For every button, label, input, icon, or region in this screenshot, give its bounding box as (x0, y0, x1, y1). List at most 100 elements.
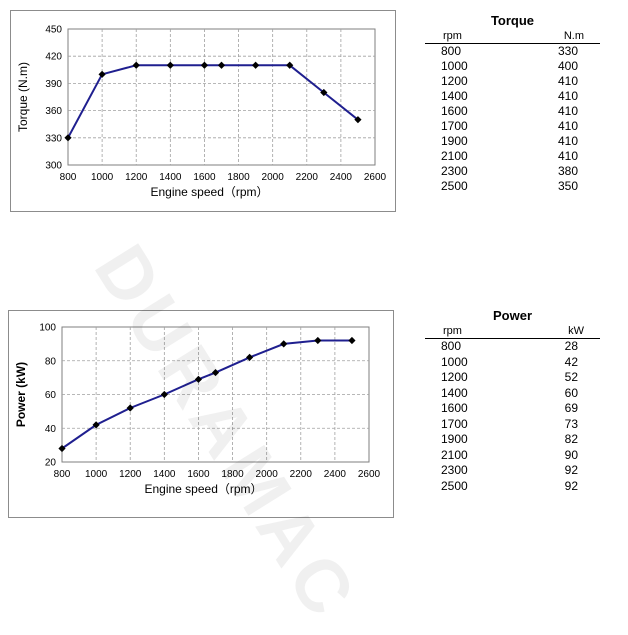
power-y-tick-label: 20 (45, 458, 57, 469)
power-x-tick-label: 800 (54, 469, 71, 480)
torque-table-row: 2100 410 (425, 149, 600, 164)
torque-y-tick-label: 330 (45, 133, 62, 144)
torque-rpm-cell: 1400 (441, 89, 468, 103)
torque-rpm-cell: 1900 (441, 134, 468, 148)
power-data-point (58, 444, 66, 453)
torque-x-tick-label: 2200 (296, 172, 319, 183)
power-x-tick-label: 2600 (358, 469, 381, 480)
power-table-row: 1000 42 (425, 355, 600, 371)
power-x-tick-label: 1800 (221, 469, 244, 480)
power-table: Power rpm kW 800 28 1000 42 1200 52 1400 60 1600… (425, 307, 600, 494)
power-y-tick-label: 80 (45, 356, 57, 367)
power-data-point (126, 404, 134, 412)
torque-value-cell: 410 (557, 104, 578, 118)
power-data-point (314, 336, 322, 345)
power-table-header: rpm kW (425, 325, 600, 339)
power-value-cell: 73 (564, 416, 578, 431)
torque-value-cell: 410 (557, 134, 578, 148)
torque-table-body: 800 330 1000 400 1200 410 1400 410 1600 410 1700 41… (425, 44, 600, 194)
power-x-tick-label: 1600 (187, 469, 210, 480)
torque-table-header: rpm N.m (425, 30, 600, 44)
power-value-cell: 52 (564, 370, 578, 384)
power-rpm-cell: 1400 (441, 385, 468, 400)
power-rpm-cell: 800 (441, 339, 462, 353)
torque-table-row: 2300 380 (425, 164, 600, 179)
torque-x-tick-label: 1600 (193, 172, 216, 183)
power-x-tick-label: 2200 (290, 469, 313, 480)
torque-table-row: 800 330 (425, 44, 600, 59)
torque-y-tick-label: 390 (45, 79, 62, 90)
power-table-row: 1200 52 (425, 370, 600, 386)
power-x-tick-label: 1000 (85, 469, 108, 480)
torque-rpm-cell: 1000 (441, 59, 468, 73)
torque-value-cell: 330 (557, 44, 578, 58)
power-x-tick-label: 2400 (324, 469, 347, 480)
torque-rpm-cell: 2100 (441, 149, 468, 163)
torque-rpm-cell: 1200 (441, 74, 468, 88)
power-rpm-cell: 2300 (441, 463, 468, 477)
torque-rpm-cell: 1700 (441, 119, 468, 133)
torque-value-cell: 400 (557, 59, 578, 73)
torque-data-point (200, 61, 209, 69)
power-col-rpm: rpm (443, 325, 462, 337)
power-value-cell: 69 (564, 401, 578, 415)
torque-x-axis-title: Engine speed（rpm） (150, 185, 268, 199)
power-table-row: 800 28 (425, 339, 600, 355)
torque-rpm-cell: 2500 (441, 179, 468, 193)
torque-x-tick-label: 1000 (91, 172, 114, 183)
torque-chart: 800 1000 1200 1400 1600 1800 2000 2200 2400 2600 3… (10, 10, 396, 212)
torque-x-tick-label: 2600 (364, 172, 387, 183)
power-y-tick-label: 60 (45, 390, 57, 401)
power-data-point (92, 421, 100, 429)
power-rpm-cell: 1600 (441, 401, 468, 415)
torque-table-row: 1200 410 (425, 74, 600, 89)
torque-table: Torque rpm N.m 800 330 1000 400 1200 410 1400 4… (425, 12, 600, 194)
torque-col-rpm: rpm (443, 30, 462, 42)
torque-rpm-cell: 1600 (441, 104, 468, 118)
power-x-tick-label: 2000 (256, 469, 279, 480)
power-data-point (194, 375, 203, 383)
torque-x-tick-label: 800 (60, 172, 77, 183)
torque-y-axis-title: Torque (N.m) (16, 62, 30, 132)
torque-y-tick-label: 450 (45, 25, 62, 36)
torque-rpm-cell: 800 (441, 44, 462, 58)
torque-table-row: 1400 410 (425, 89, 600, 104)
torque-data-point (98, 70, 106, 78)
torque-chart-svg: 800 1000 1200 1400 1600 1800 2000 2200 2400 2600 3… (16, 25, 387, 200)
torque-plot-area (67, 28, 376, 166)
power-rpm-cell: 1000 (441, 354, 468, 369)
power-table-row: 2100 90 (425, 448, 600, 464)
torque-data-point (166, 61, 174, 69)
power-rpm-cell: 1200 (441, 370, 468, 384)
torque-y-tick-label: 300 (45, 161, 62, 172)
torque-value-cell: 410 (557, 89, 578, 103)
torque-table-title: Torque (490, 13, 535, 28)
torque-value-cell: 410 (557, 149, 578, 163)
power-x-tick-label: 1400 (153, 469, 176, 480)
power-rpm-cell: 2100 (441, 447, 468, 462)
power-value-cell: 92 (564, 463, 578, 477)
torque-data-point (132, 61, 140, 69)
power-y-tick-label: 40 (45, 424, 57, 435)
torque-y-tick-label: 420 (45, 52, 62, 63)
power-table-title: Power (492, 308, 532, 323)
torque-rpm-cell: 2300 (441, 164, 468, 178)
power-value-cell: 28 (564, 339, 578, 353)
torque-x-tick-label: 2400 (330, 172, 353, 183)
torque-table-row: 2500 350 (425, 179, 600, 194)
power-data-point (348, 336, 356, 345)
power-value-cell: 42 (564, 354, 578, 369)
power-chart: 800 1000 1200 1400 1600 1800 2000 2200 2400 2600 2… (8, 310, 394, 518)
torque-table-row: 1900 410 (425, 134, 600, 149)
power-value-cell: 82 (564, 432, 578, 446)
power-data-point (160, 390, 168, 399)
power-table-row: 1700 73 (425, 417, 600, 433)
power-x-tick-label: 1200 (119, 469, 142, 480)
power-table-row: 1900 82 (425, 432, 600, 448)
power-value-cell: 92 (564, 478, 578, 493)
torque-x-tick-label: 1400 (159, 172, 182, 183)
power-data-point (246, 353, 254, 361)
power-table-row: 2500 92 (425, 479, 600, 495)
power-x-axis-title: Engine speed（rpm） (144, 482, 262, 496)
torque-x-tick-label: 1800 (227, 172, 250, 183)
